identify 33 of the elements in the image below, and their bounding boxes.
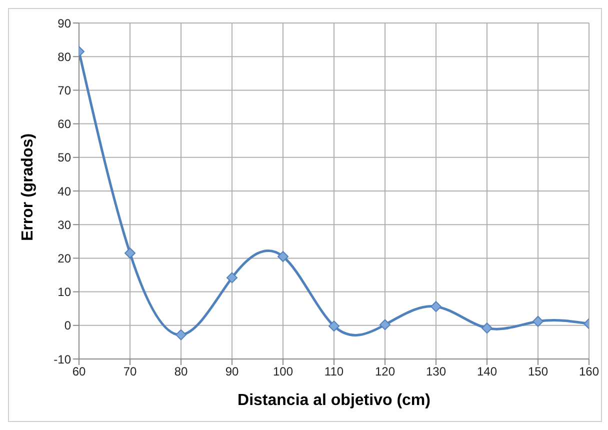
y-tick-label: 20 [58,251,72,266]
x-axis-title: Distancia al objetivo (cm) [238,392,430,409]
y-tick-label: 90 [58,16,72,30]
x-tick-label: 120 [374,364,396,379]
x-tick-label: 130 [426,364,446,379]
y-tick-label: 80 [58,50,72,64]
x-tick-label: 80 [174,364,188,379]
point [482,322,492,334]
x-tick-label: 100 [272,364,294,379]
point [226,272,238,284]
y-tick-label: 30 [58,218,72,232]
y-tick-label: 70 [58,83,72,98]
y-tick-label: 40 [58,184,72,198]
y-axis-title: Error (grados) [20,133,37,241]
y-tick-label: -10 [54,352,72,366]
point [278,251,288,262]
point [532,316,544,327]
point [430,301,442,312]
y-tick-label: 10 [58,285,72,300]
y-tick-label: 0 [64,318,72,333]
y-tick-label: 60 [58,117,72,132]
x-tick-label: 70 [123,364,137,379]
y-tick-label: 50 [58,150,72,165]
point [124,248,136,259]
x-tick-label: 110 [324,364,344,379]
x-tick-label: 150 [528,364,548,379]
x-tick-label: 60 [72,364,86,379]
point [176,329,186,340]
x-tick-label: 160 [578,364,600,379]
x-tick-label: 90 [225,364,239,379]
x-tick-label: 140 [476,364,498,379]
point [328,320,340,332]
point [380,319,390,330]
